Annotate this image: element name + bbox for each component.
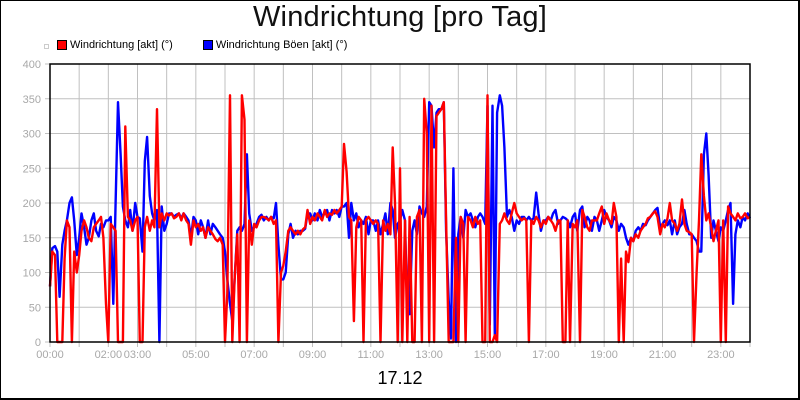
- legend-label: Windrichtung [akt] (°): [70, 39, 173, 51]
- x-tick-label: 02:00: [95, 349, 123, 361]
- axis-tick-labels: 0 50 100 150 200 250 300 350 400 00:00 02:00 03:00 0…: [23, 59, 735, 361]
- y-tick-label: 150: [23, 233, 41, 245]
- legend-swatch-blue-icon: [202, 40, 213, 50]
- x-tick-label: 21:00: [649, 349, 677, 361]
- plot-border: [49, 63, 751, 343]
- x-tick-label: 09:00: [299, 349, 327, 361]
- x-tick-label: 07:00: [240, 349, 268, 361]
- legend-item-direction: Windrichtung [akt] (°): [57, 39, 173, 51]
- y-tick-label: 200: [23, 198, 41, 210]
- x-tick-label: 23:00: [707, 349, 735, 361]
- y-tick-label: 100: [23, 268, 41, 280]
- legend-label: Windrichtung Böen [akt] (°): [215, 39, 348, 51]
- x-tick-label: 00:00: [36, 349, 64, 361]
- x-tick-label: 05:00: [182, 349, 210, 361]
- x-tick-label: 11:00: [357, 349, 384, 361]
- y-tick-label: 400: [23, 59, 41, 71]
- y-tick-label: 250: [23, 163, 41, 175]
- data-series: [48, 94, 752, 344]
- legend-swatch-red-icon: [57, 40, 67, 50]
- legend-item-gust-direction: Windrichtung Böen [akt] (°): [202, 39, 348, 51]
- y-tick-label: 0: [35, 337, 41, 349]
- x-tick-label: 03:00: [124, 349, 152, 361]
- x-tick-label: 19:00: [590, 349, 618, 361]
- chart-title: Windrichtung [pro Tag]: [252, 1, 548, 33]
- x-axis-date-caption: 17.12: [377, 368, 423, 388]
- y-tick-label: 350: [23, 94, 41, 106]
- legend-marker-icon: [44, 44, 49, 49]
- series-line-direction: [48, 94, 751, 344]
- x-tick-label: 15:00: [474, 349, 502, 361]
- y-tick-label: 50: [29, 302, 41, 314]
- y-tick-label: 300: [23, 129, 41, 141]
- x-tick-label: 13:00: [415, 349, 443, 361]
- chart-legend: Windrichtung [akt] (°) Windrichtung Böen…: [44, 39, 377, 51]
- x-tick-label: 17:00: [532, 349, 560, 361]
